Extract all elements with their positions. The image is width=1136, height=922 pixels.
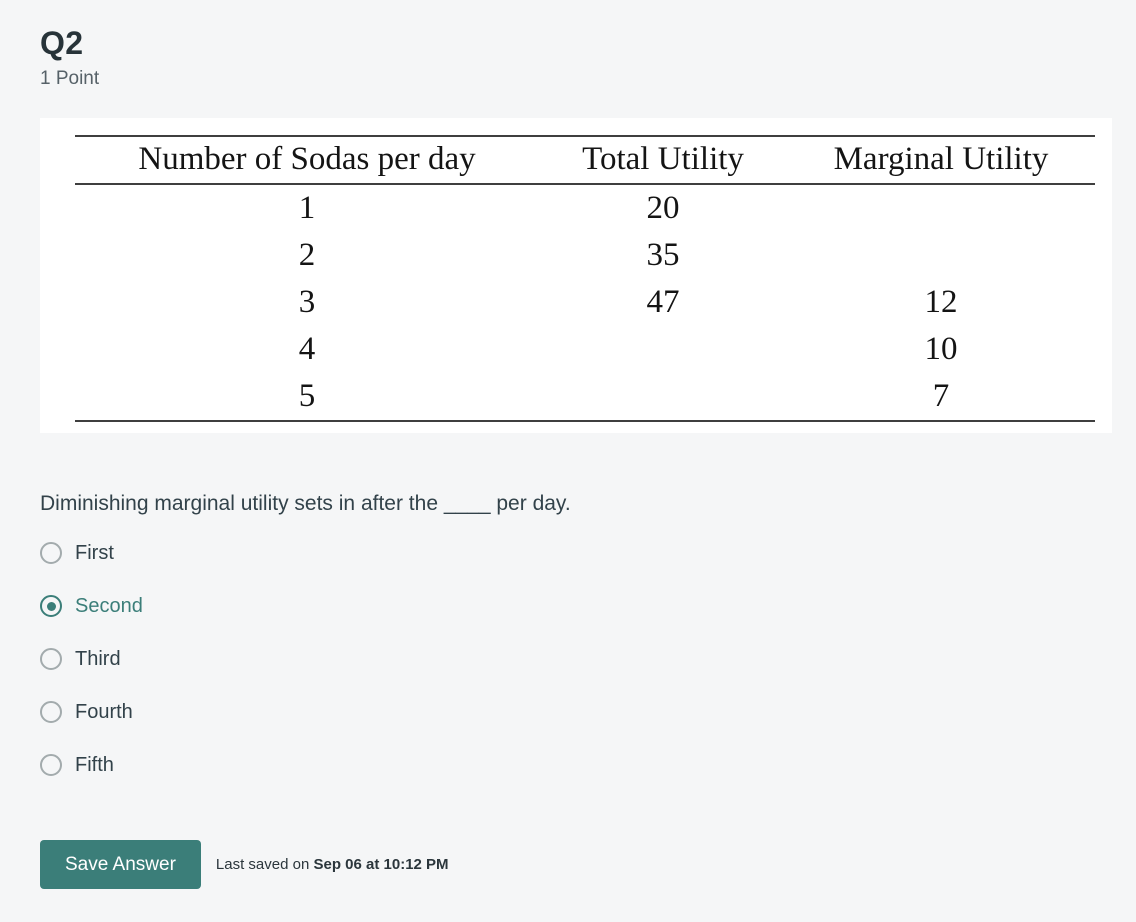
radio-option-fourth[interactable]: Fourth — [40, 700, 1112, 724]
question-points: 1 Point — [40, 68, 100, 90]
question-prompt: Diminishing marginal utility sets in aft… — [40, 491, 571, 515]
radio-icon[interactable] — [40, 648, 62, 671]
radio-icon[interactable] — [40, 754, 62, 777]
cell-marginal: 10 — [924, 330, 958, 367]
save-row: Save Answer Last saved on Sep 06 at 10:1… — [40, 840, 1112, 890]
cell-total: 47 — [646, 283, 680, 320]
options-group: First Second Third Fourth Fifth — [40, 541, 1112, 777]
question-number: Q2 — [40, 25, 84, 61]
cell-sodas: 3 — [298, 283, 316, 320]
last-saved-prefix: Last saved on — [215, 856, 310, 874]
col-header-marginal: Marginal Utility — [786, 134, 1095, 185]
radio-icon[interactable] — [40, 595, 62, 618]
radio-icon[interactable] — [40, 701, 62, 724]
table-row: 2 35 — [75, 232, 1095, 279]
radio-option-fifth[interactable]: Fifth — [40, 753, 1112, 777]
cell-sodas: 5 — [75, 372, 540, 422]
cell-marginal — [787, 232, 1095, 279]
table-row: 5 7 — [75, 372, 1095, 422]
cell-marginal — [787, 184, 1095, 232]
radio-icon[interactable] — [40, 542, 62, 565]
table-row: 1 20 — [75, 184, 1095, 232]
table-row: 3 47 12 — [75, 279, 1095, 326]
last-saved-time: Sep 06 at 10:12 PM — [313, 856, 449, 874]
save-answer-button[interactable]: Save Answer — [40, 840, 201, 890]
option-label[interactable]: Fourth — [75, 700, 133, 723]
table-card: Number of Sodas per day Total Utility Ma… — [40, 117, 1112, 433]
option-label[interactable]: Fifth — [75, 753, 114, 776]
table-header-row: Number of Sodas per day Total Utility Ma… — [75, 134, 1095, 185]
radio-option-third[interactable]: Third — [40, 647, 1112, 671]
cell-total: 20 — [646, 189, 680, 226]
col-header-sodas: Number of Sodas per day — [75, 134, 540, 185]
cell-sodas: 4 — [298, 330, 316, 367]
option-label[interactable]: Second — [75, 594, 143, 617]
last-saved-text: Last saved on Sep 06 at 10:12 PM — [216, 856, 449, 873]
utility-table: Number of Sodas per day Total Utility Ma… — [75, 134, 1095, 422]
option-label[interactable]: First — [75, 541, 114, 564]
radio-option-first[interactable]: First — [40, 541, 1112, 565]
cell-marginal: 7 — [786, 372, 1095, 422]
cell-marginal: 12 — [924, 283, 958, 320]
radio-option-second[interactable]: Second — [40, 594, 1112, 618]
cell-total — [539, 326, 787, 373]
cell-sodas: 2 — [298, 236, 316, 273]
cell-total — [539, 372, 787, 422]
col-header-total: Total Utility — [539, 134, 787, 185]
option-label[interactable]: Third — [75, 647, 121, 670]
table-row: 4 10 — [75, 326, 1095, 373]
cell-total: 35 — [646, 236, 680, 273]
cell-sodas: 1 — [298, 189, 316, 226]
